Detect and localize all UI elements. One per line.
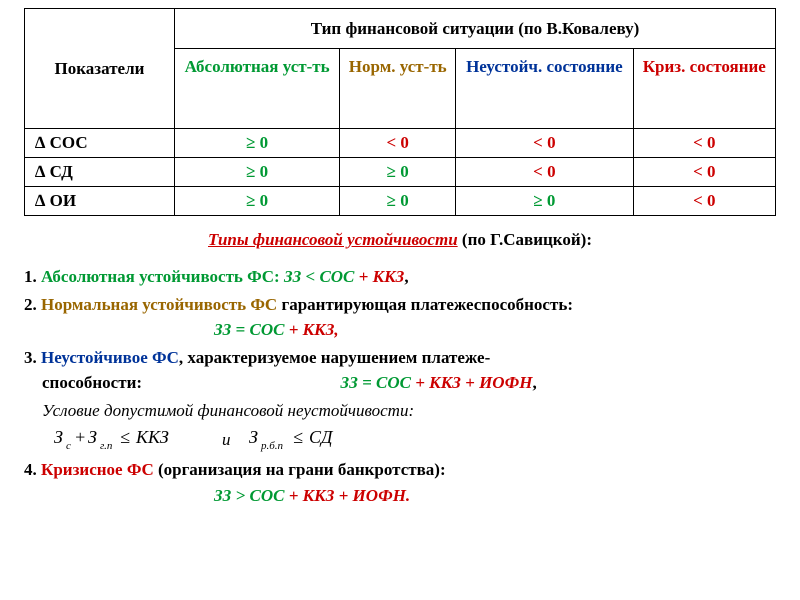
item-tail: , характеризуемое нарушением платеже- (179, 348, 490, 367)
formula-1: З с + З г.п ≤ ККЗ (54, 425, 204, 455)
formula-pre: ЗЗ > СОС (214, 486, 289, 505)
row-label: ∆ ОИ (25, 187, 175, 216)
condition-formulas: З с + З г.п ≤ ККЗ и З р.б.п ≤ СД (54, 425, 776, 455)
table-row: ∆ СД ≥ 0 ≥ 0 < 0 < 0 (25, 158, 776, 187)
section-title-rest: (по Г.Савицкой): (458, 230, 592, 249)
row-label: ∆ СОС (25, 129, 175, 158)
col-top: Тип финансовой ситуации (по В.Ковалеву) (175, 9, 776, 49)
cell: < 0 (456, 129, 633, 158)
cell: < 0 (340, 129, 456, 158)
col-indicators: Показатели (25, 9, 175, 129)
item-num: 4. (24, 460, 41, 479)
cell: < 0 (633, 187, 775, 216)
svg-text:СД: СД (309, 427, 334, 447)
formula-post: + ККЗ, (289, 320, 339, 339)
svg-text:≤: ≤ (120, 427, 130, 447)
svg-text:с: с (66, 440, 71, 452)
svg-text:+: + (74, 427, 86, 447)
cell: ≥ 0 (340, 187, 456, 216)
cell: ≥ 0 (175, 129, 340, 158)
list-item-3: 3. Неустойчивое ФС, характеризуемое нару… (24, 345, 776, 456)
svg-text:р.б.п: р.б.п (260, 440, 284, 452)
svg-text:ККЗ: ККЗ (135, 427, 169, 447)
section-title: Типы финансовой устойчивости (по Г.Савиц… (24, 230, 776, 250)
svg-text:З: З (54, 427, 63, 447)
cell: ≥ 0 (175, 158, 340, 187)
stability-types-list: 1. Абсолютная устойчивость ФС: ЗЗ < СОС … (24, 264, 776, 508)
cell: < 0 (633, 158, 775, 187)
list-item-1: 1. Абсолютная устойчивость ФС: ЗЗ < СОС … (24, 264, 776, 290)
formula-post: + ККЗ + ИОФН (415, 373, 532, 392)
section-title-underlined: Типы финансовой устойчивости (208, 230, 458, 249)
item-tail: (организация на грани банкротства): (154, 460, 446, 479)
row-label: ∆ СД (25, 158, 175, 187)
formula-pre: ЗЗ = СОС (341, 373, 416, 392)
col-unstable: Неустойч. состояние (456, 49, 633, 129)
item-num: 1. (24, 267, 41, 286)
item-label: Неустойчивое ФС (41, 348, 179, 367)
formula-2: З р.б.п ≤ СД (249, 425, 389, 455)
item-label: Нормальная устойчивость ФС (41, 295, 277, 314)
cell: < 0 (456, 158, 633, 187)
item-tail: гарантирующая платежеспособность: (277, 295, 573, 314)
item-num: 2. (24, 295, 41, 314)
svg-text:З: З (88, 427, 97, 447)
item-tail2: способности: (42, 373, 142, 392)
condition-label: Условие допустимой финансовой неустойчив… (24, 398, 776, 424)
item-num: 3. (24, 348, 41, 367)
table-row: ∆ ОИ ≥ 0 ≥ 0 ≥ 0 < 0 (25, 187, 776, 216)
list-item-4: 4. Кризисное ФС (организация на грани ба… (24, 457, 776, 508)
svg-text:г.п: г.п (100, 440, 113, 452)
col-absolute: Абсолютная уст-ть (175, 49, 340, 129)
formula-pre: ЗЗ = СОС (214, 320, 289, 339)
svg-text:≤: ≤ (293, 427, 303, 447)
cell: ≥ 0 (340, 158, 456, 187)
item-label: Абсолютная устойчивость ФС: (41, 267, 280, 286)
formula-pre: ЗЗ < СОС (284, 267, 359, 286)
cell: < 0 (633, 129, 775, 158)
formula-post: + ККЗ + ИОФН. (289, 486, 410, 505)
svg-text:З: З (249, 427, 258, 447)
cell: ≥ 0 (456, 187, 633, 216)
list-item-2: 2. Нормальная устойчивость ФС гарантирую… (24, 292, 776, 343)
col-crisis: Криз. состояние (633, 49, 775, 129)
col-normal: Норм. уст-ть (340, 49, 456, 129)
table-row: ∆ СОС ≥ 0 < 0 < 0 < 0 (25, 129, 776, 158)
formula-post: + ККЗ (359, 267, 405, 286)
cell: ≥ 0 (175, 187, 340, 216)
and-label: и (222, 427, 231, 453)
financial-situation-table: Показатели Тип финансовой ситуации (по В… (24, 8, 776, 216)
item-label: Кризисное ФС (41, 460, 154, 479)
